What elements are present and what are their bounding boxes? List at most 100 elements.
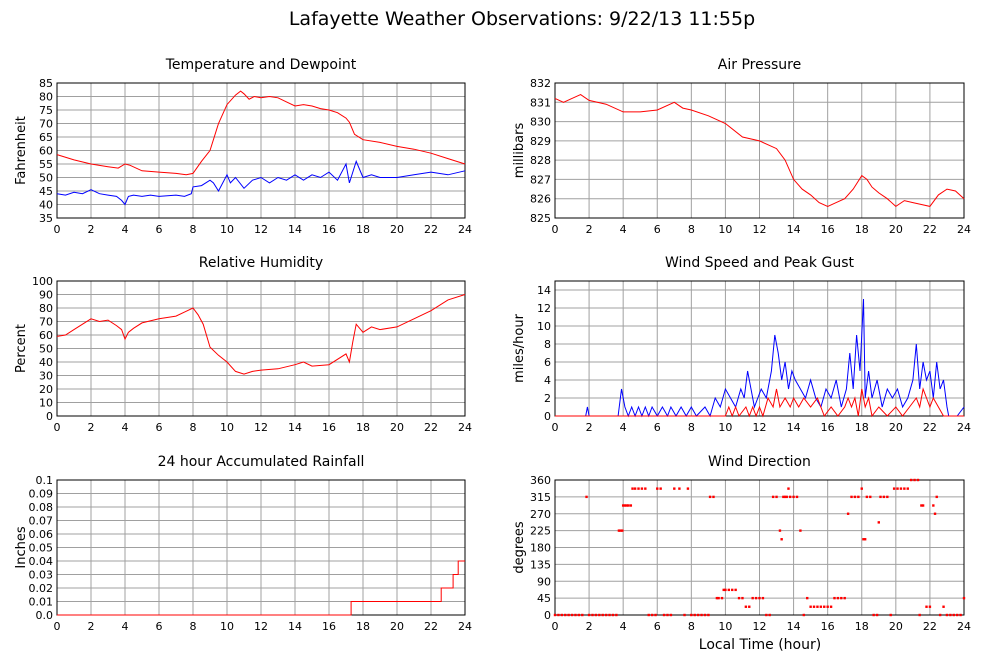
data-point [693, 613, 696, 617]
y-tick-label: 0.04 [29, 555, 54, 568]
chart-title: 24 hour Accumulated Rainfall [158, 454, 365, 470]
data-point [601, 613, 604, 617]
y-tick-label: 80 [39, 91, 53, 104]
y-tick-label: 825 [530, 212, 551, 225]
x-tick-label: 14 [288, 620, 302, 633]
y-tick-label: 4 [544, 374, 551, 387]
y-tick-label: 270 [530, 508, 551, 521]
data-point [819, 605, 823, 608]
data-point [712, 495, 715, 499]
y-tick-label: 225 [530, 525, 551, 538]
x-tick-label: 12 [254, 620, 268, 633]
x-axis-label: Local Time (hour) [699, 637, 821, 653]
y-tick-label: 0.02 [29, 582, 54, 595]
x-tick-label: 14 [288, 421, 302, 434]
data-point [872, 613, 875, 617]
data-point [650, 613, 654, 617]
x-tick-label: 22 [424, 620, 438, 633]
x-tick-label: 18 [356, 223, 370, 236]
y-axis-label: millibars [512, 123, 527, 179]
data-point [816, 605, 819, 608]
data-point [875, 613, 879, 617]
y-tick-label: 829 [530, 135, 551, 148]
data-point [631, 487, 634, 490]
x-tick-label: 22 [923, 421, 937, 434]
x-tick-label: 2 [586, 620, 593, 633]
x-tick-label: 22 [923, 620, 937, 633]
data-point [611, 613, 615, 617]
x-tick-label: 2 [88, 223, 95, 236]
data-point [594, 613, 598, 617]
data-point [853, 495, 857, 499]
data-point [775, 495, 778, 499]
x-tick-label: 20 [390, 223, 404, 236]
data-point [598, 613, 601, 617]
data-point [734, 588, 737, 592]
data-point [812, 605, 816, 608]
y-tick-label: 60 [39, 329, 53, 342]
x-tick-label: 14 [787, 223, 801, 236]
y-tick-label: 50 [39, 172, 53, 185]
x-tick-label: 0 [552, 620, 559, 633]
data-point [785, 495, 788, 499]
x-tick-label: 22 [424, 421, 438, 434]
data-point [751, 596, 754, 600]
data-point [787, 487, 790, 490]
x-tick-label: 8 [190, 620, 197, 633]
y-tick-label: 0.05 [29, 542, 54, 555]
data-point [792, 495, 795, 499]
y-tick-label: 0.06 [29, 528, 54, 541]
data-point [771, 495, 775, 499]
plot-frame [554, 82, 965, 219]
data-point [920, 504, 923, 507]
y-tick-label: 90 [39, 289, 53, 302]
chart-title: Air Pressure [718, 57, 801, 73]
data-point [788, 495, 792, 499]
x-tick-label: 18 [855, 421, 869, 434]
x-tick-label: 0 [54, 620, 61, 633]
data-point [715, 596, 719, 600]
data-point [959, 613, 962, 617]
y-tick-label: 20 [39, 383, 53, 396]
x-tick-label: 6 [156, 223, 163, 236]
data-point [731, 588, 734, 592]
data-point [913, 478, 916, 482]
x-tick-label: 20 [889, 223, 903, 236]
data-point [806, 596, 809, 600]
x-tick-label: 6 [654, 223, 661, 236]
x-tick-label: 0 [552, 223, 559, 236]
x-tick-label: 8 [190, 223, 197, 236]
data-point [737, 596, 741, 600]
data-point [720, 596, 724, 600]
x-tick-label: 22 [923, 223, 937, 236]
x-tick-label: 24 [957, 421, 971, 434]
data-point [925, 605, 928, 608]
x-tick-label: 0 [54, 421, 61, 434]
data-point [621, 529, 624, 532]
series-line [56, 90, 466, 176]
data-point [585, 495, 588, 499]
x-tick-label: 10 [718, 421, 732, 434]
data-point [717, 596, 720, 600]
data-point [916, 478, 920, 482]
y-tick-label: 90 [537, 575, 551, 588]
data-point [621, 504, 625, 507]
x-tick-label: 12 [753, 223, 767, 236]
y-tick-label: 826 [530, 193, 551, 206]
data-point [879, 495, 882, 499]
y-tick-label: 70 [39, 118, 53, 131]
plot-frame [554, 479, 965, 616]
y-axis-label: degrees [512, 521, 527, 574]
y-tick-label: 832 [530, 77, 551, 90]
x-tick-label: 4 [620, 421, 627, 434]
x-tick-label: 6 [654, 620, 661, 633]
data-point [909, 478, 913, 482]
x-tick-label: 6 [654, 421, 661, 434]
data-point [942, 605, 945, 608]
y-tick-label: 80 [39, 302, 53, 315]
x-tick-label: 10 [220, 421, 234, 434]
